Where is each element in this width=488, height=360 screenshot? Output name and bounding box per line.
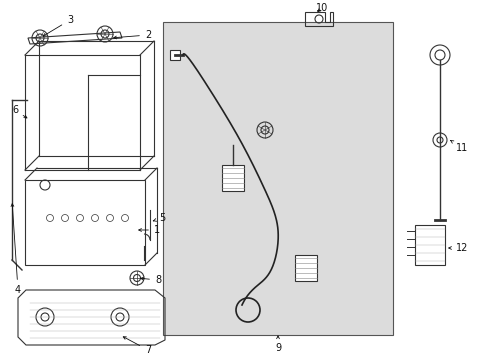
Text: 3: 3 [43,15,73,36]
Text: 1: 1 [139,225,160,235]
Text: 11: 11 [449,140,467,153]
Text: 7: 7 [123,337,151,355]
FancyBboxPatch shape [25,180,145,265]
Text: 9: 9 [274,336,281,353]
Text: 12: 12 [448,243,467,253]
FancyBboxPatch shape [414,225,444,265]
Text: 10: 10 [315,3,327,13]
FancyBboxPatch shape [170,50,180,60]
FancyBboxPatch shape [163,22,392,335]
Text: 8: 8 [141,275,161,285]
FancyBboxPatch shape [222,165,244,191]
Text: 4: 4 [11,204,21,295]
Text: 2: 2 [114,30,151,40]
Text: 5: 5 [153,213,165,223]
Text: 6: 6 [12,105,27,118]
FancyBboxPatch shape [294,255,316,281]
